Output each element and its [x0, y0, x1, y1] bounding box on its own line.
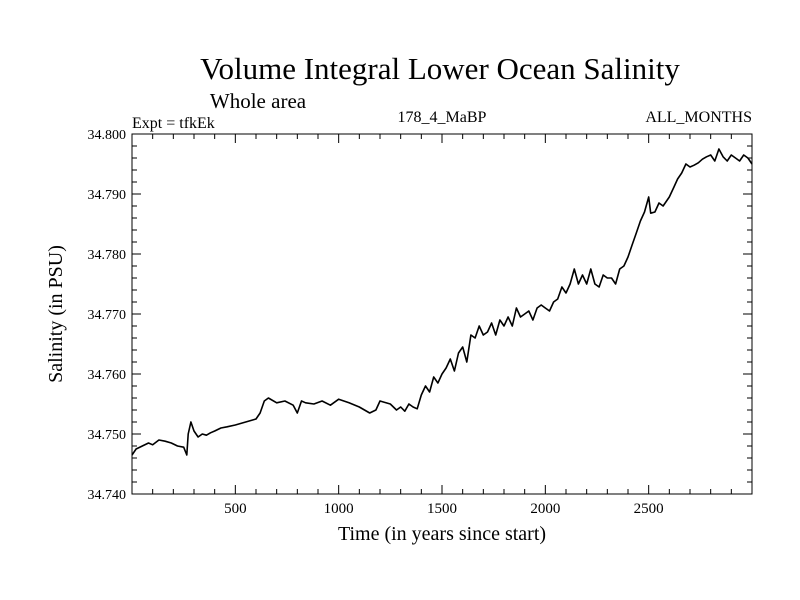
y-tick-label: 34.740 — [88, 488, 127, 503]
y-axis-label: Salinity (in PSU) — [45, 245, 67, 383]
x-tick-label: 2000 — [530, 501, 560, 517]
x-axis-ticks: 500 1000 1500 2000 2500 — [152, 134, 732, 517]
y-tick-label: 34.760 — [88, 368, 127, 383]
y-axis-ticks: 34.740 34.750 34.760 34.770 34.780 34.790 34.8… — [88, 128, 752, 503]
experiment-label: Expt = tfkEk — [132, 115, 215, 132]
x-tick-label: 500 — [224, 501, 247, 517]
y-tick-label: 34.770 — [88, 308, 127, 323]
y-tick-label: 34.790 — [88, 188, 127, 203]
salinity-series-line — [131, 148, 753, 456]
plot-frame — [131, 133, 753, 495]
chart-subtitle: Whole area — [210, 89, 307, 113]
months-label: ALL_MONTHS — [645, 109, 752, 126]
x-tick-label: 1500 — [427, 501, 457, 517]
y-tick-label: 34.800 — [88, 128, 127, 143]
x-tick-label: 1000 — [324, 501, 354, 517]
x-tick-label: 2500 — [634, 501, 664, 517]
chart-title: Volume Integral Lower Ocean Salinity — [200, 51, 680, 86]
run-label: 178_4_MaBP — [398, 109, 487, 126]
x-axis-label: Time (in years since start) — [338, 523, 546, 545]
y-tick-label: 34.780 — [88, 248, 127, 263]
y-tick-label: 34.750 — [88, 428, 127, 443]
